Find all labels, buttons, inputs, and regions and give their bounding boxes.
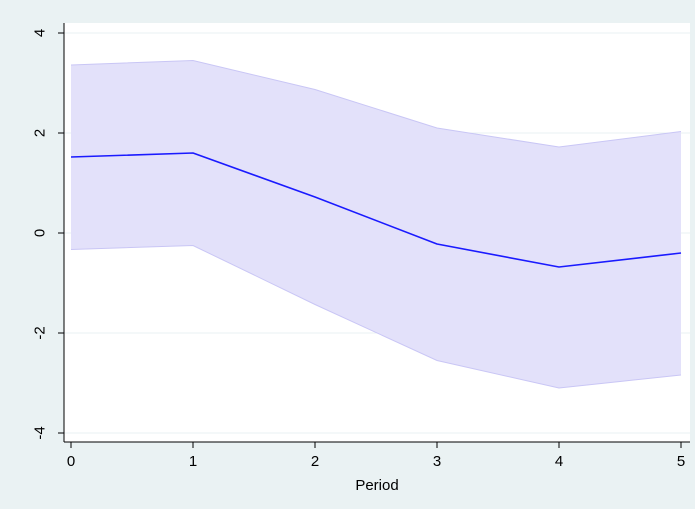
x-tick-label: 4: [555, 453, 563, 470]
x-tick-label: 5: [677, 453, 685, 470]
x-tick-label: 1: [189, 453, 197, 470]
y-axis-ticks: -4 -2 0 2 4: [32, 29, 64, 440]
confidence-band-upper-edge: [70, 59, 682, 148]
y-tick-label: -2: [32, 326, 49, 339]
x-tick-label: 2: [311, 453, 319, 470]
y-tick-label: -4: [32, 426, 49, 439]
series-line: [70, 152, 682, 268]
x-axis-ticks: 0 1 2 3 4 5: [67, 442, 685, 470]
series-layer: [70, 152, 682, 268]
y-tick-label: 0: [32, 229, 49, 237]
x-axis-title: Period: [355, 477, 398, 494]
confidence-band-lower-edge: [70, 244, 682, 389]
y-tick-label: 2: [32, 129, 49, 137]
x-tick-label: 0: [67, 453, 75, 470]
y-tick-label: 4: [32, 29, 49, 37]
x-tick-label: 3: [433, 453, 441, 470]
